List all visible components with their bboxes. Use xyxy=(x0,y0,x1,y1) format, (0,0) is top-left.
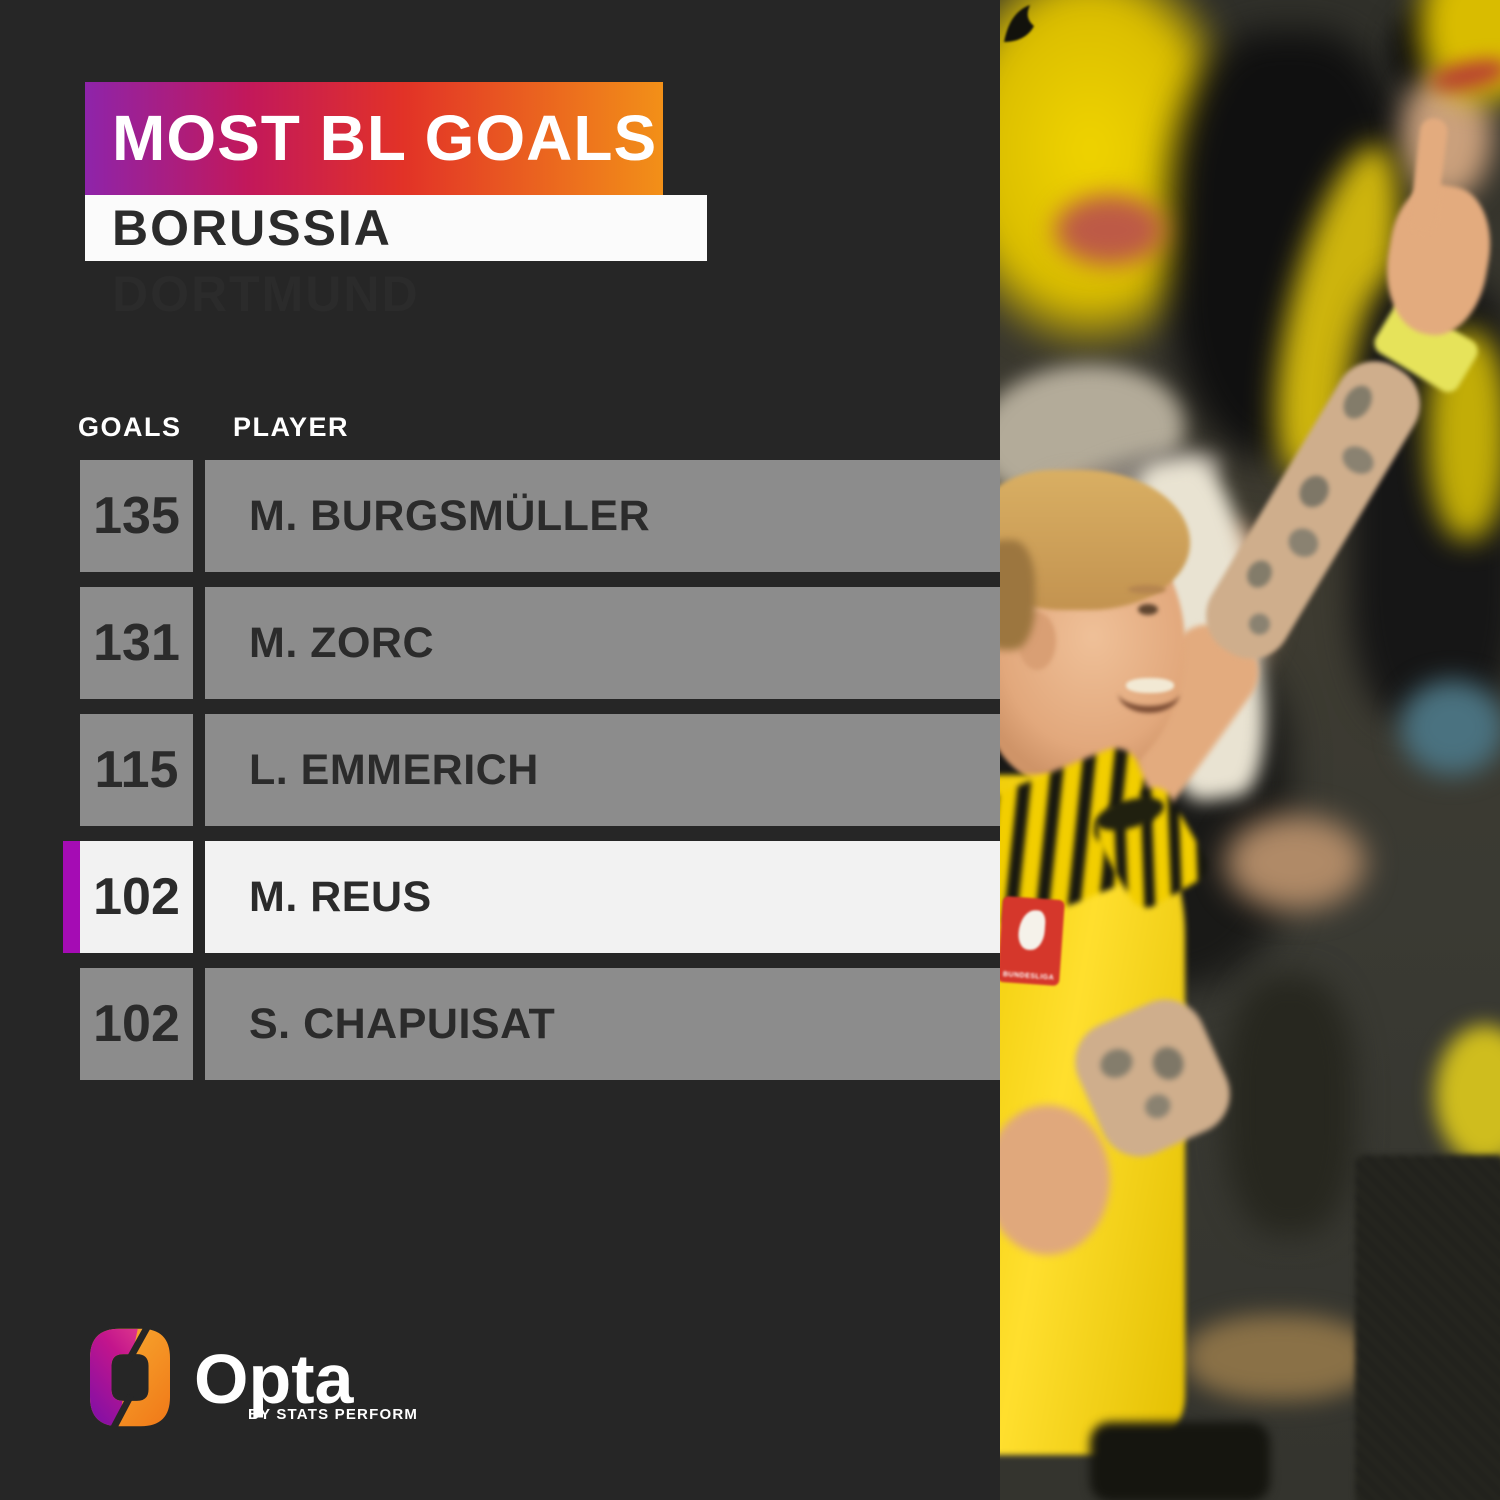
player-cell: M. ZORC xyxy=(205,587,1000,699)
player-photo: BUNDESLIGA xyxy=(1000,0,1500,1500)
player-cell: M. BURGSMÜLLER xyxy=(205,460,1000,572)
table-row: 115 L. EMMERICH xyxy=(0,714,1000,826)
goals-cell: 115 xyxy=(80,714,193,826)
player-eye xyxy=(1138,604,1158,615)
player-eyebrow xyxy=(1128,585,1166,594)
goals-value: 115 xyxy=(94,741,179,799)
opta-brand-subtext: BY STATS PERFORM xyxy=(248,1406,419,1423)
column-header-goals: GOALS xyxy=(78,412,182,442)
goals-value: 131 xyxy=(93,614,180,672)
player-name: M. ZORC xyxy=(249,619,435,667)
player-left-elbow xyxy=(1000,1105,1110,1255)
opta-brand-name: Opta xyxy=(194,1340,354,1418)
table-row: 102 S. CHAPUISAT xyxy=(0,968,1000,1080)
player-black-shorts xyxy=(1090,1422,1270,1500)
table-row-highlighted: 102 M. REUS xyxy=(0,841,1000,953)
player-hair-fade xyxy=(1000,540,1035,650)
page-title: MOST BL GOALS xyxy=(112,102,658,174)
player-name: M. BURGSMÜLLER xyxy=(249,492,651,540)
table-row: 131 M. ZORC xyxy=(0,587,1000,699)
goals-cell: 102 xyxy=(80,968,193,1080)
title-banner: MOST BL GOALS xyxy=(85,82,663,195)
player-smile xyxy=(1118,672,1180,713)
column-header-player: PLAYER xyxy=(233,412,350,442)
goals-value: 102 xyxy=(93,995,180,1053)
photo-crowd-red-blob xyxy=(1055,195,1165,265)
photo-background-silhouette xyxy=(1225,975,1355,1235)
player-cell: S. CHAPUISAT xyxy=(205,968,1000,1080)
photo-textured-panel xyxy=(1355,1155,1500,1500)
puma-logo-icon xyxy=(1004,5,1034,42)
subtitle-bar: BORUSSIA DORTMUND xyxy=(85,195,707,322)
highlight-accent-bar xyxy=(63,841,80,953)
bundesliga-figure-icon xyxy=(1017,909,1047,951)
goals-value: 102 xyxy=(93,868,180,926)
photo-tan-rail xyxy=(1225,815,1365,910)
player-name: L. EMMERICH xyxy=(249,746,539,794)
bundesliga-patch-label: BUNDESLIGA xyxy=(1002,971,1055,982)
player-name: S. CHAPUISAT xyxy=(249,1000,556,1048)
goals-cell: 102 xyxy=(63,841,193,953)
goals-value: 135 xyxy=(93,487,180,545)
player-name: M. REUS xyxy=(249,873,432,921)
photo-gold-rail xyxy=(1185,1315,1375,1400)
bundesliga-patch: BUNDESLIGA xyxy=(1000,895,1065,987)
page-subtitle: BORUSSIA DORTMUND xyxy=(112,200,420,322)
player-cell: M. REUS xyxy=(205,841,1000,953)
goals-cell: 131 xyxy=(80,587,193,699)
table-row: 135 M. BURGSMÜLLER xyxy=(0,460,1000,572)
photo-teal-blob xyxy=(1400,680,1500,775)
goals-cell: 135 xyxy=(80,460,193,572)
player-cell: L. EMMERICH xyxy=(205,714,1000,826)
photo-yellow-blob-right xyxy=(1435,1025,1500,1165)
opta-logo-icon xyxy=(90,1328,170,1427)
player-teeth xyxy=(1126,678,1174,693)
